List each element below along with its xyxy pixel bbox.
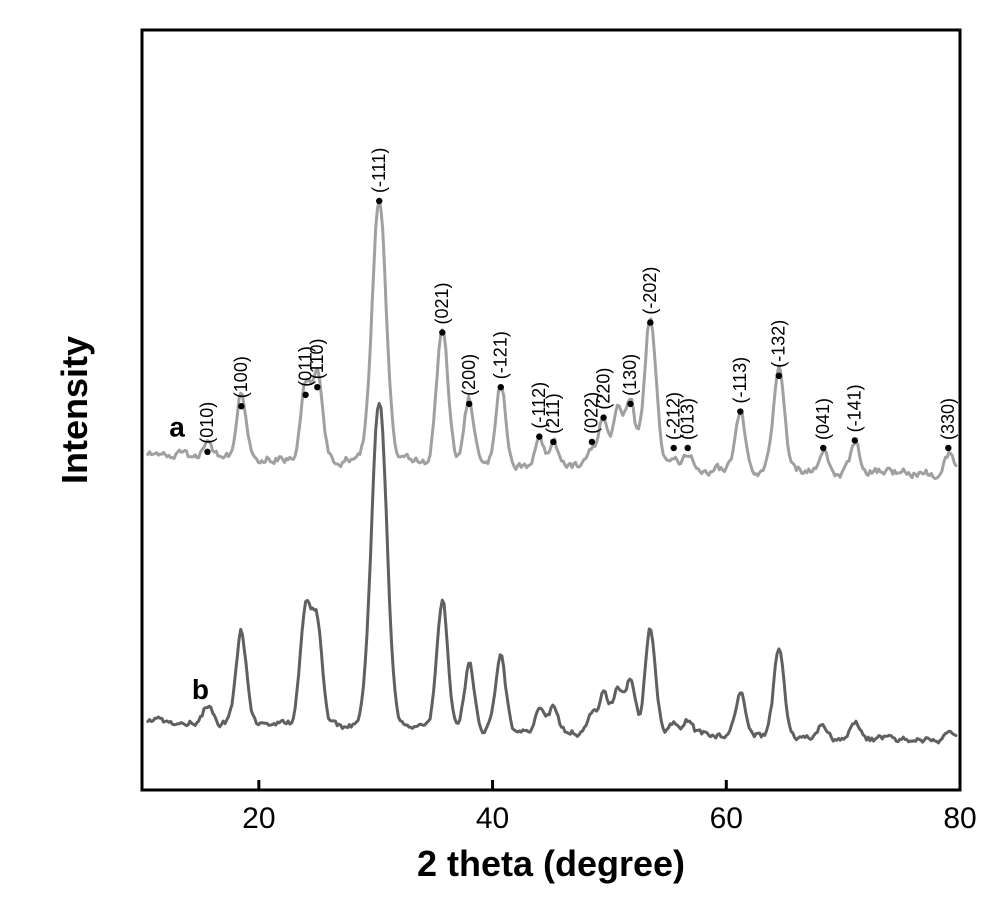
y-axis-label: Intensity	[54, 336, 95, 484]
xrd-series-a	[148, 200, 956, 479]
xrd-series-b	[148, 404, 956, 743]
series-label-b: b	[192, 674, 209, 705]
x-tick-label: 60	[710, 802, 743, 835]
x-tick-label: 80	[943, 802, 976, 835]
peak-marker	[498, 384, 504, 390]
peak-marker	[550, 439, 556, 445]
peak-label: (130)	[620, 354, 640, 396]
peak-label: (-113)	[730, 357, 750, 404]
peak-marker	[671, 445, 677, 451]
peak-label: (041)	[813, 398, 833, 440]
peak-label: (110)	[307, 339, 327, 380]
peak-label: (013)	[677, 398, 697, 440]
peak-marker	[647, 319, 653, 325]
peak-marker	[737, 408, 743, 414]
peak-marker	[627, 401, 633, 407]
peak-marker	[820, 445, 826, 451]
chart-svg: 20 40 60 80 2 theta (degree) Intensity b a (010)…	[0, 0, 1000, 901]
peak-marker	[685, 445, 691, 451]
peak-marker	[439, 329, 445, 335]
peak-label: (220)	[593, 368, 613, 410]
peak-label: (211)	[543, 393, 563, 434]
peak-marker	[600, 414, 606, 420]
peak-marker	[589, 439, 595, 445]
peak-label: (010)	[197, 402, 217, 444]
peak-label: (021)	[432, 282, 452, 324]
peak-label: (-141)	[845, 384, 865, 432]
peak-label: (-111)	[369, 148, 389, 193]
peak-marker	[536, 433, 542, 439]
peak-label: (-202)	[640, 267, 660, 315]
x-tick-label: 20	[242, 802, 275, 835]
peak-label: (200)	[459, 354, 479, 396]
series-label-a: a	[169, 412, 185, 443]
peak-marker	[238, 403, 244, 409]
peak-label: (330)	[938, 398, 958, 440]
peak-marker	[466, 401, 472, 407]
peak-marker	[204, 449, 210, 455]
peak-label: (100)	[231, 356, 251, 398]
xrd-chart: 20 40 60 80 2 theta (degree) Intensity b a (010)…	[0, 0, 1000, 901]
peak-marker	[852, 437, 858, 443]
peak-marker	[314, 384, 320, 390]
peak-label: (-121)	[491, 331, 511, 379]
x-axis-label: 2 theta (degree)	[417, 843, 685, 884]
peak-marker	[376, 198, 382, 204]
peak-marker	[776, 373, 782, 379]
x-tick-label: 40	[476, 802, 509, 835]
peak-label: (-132)	[769, 320, 789, 368]
peak-marker	[945, 445, 951, 451]
peak-marker	[302, 392, 308, 398]
